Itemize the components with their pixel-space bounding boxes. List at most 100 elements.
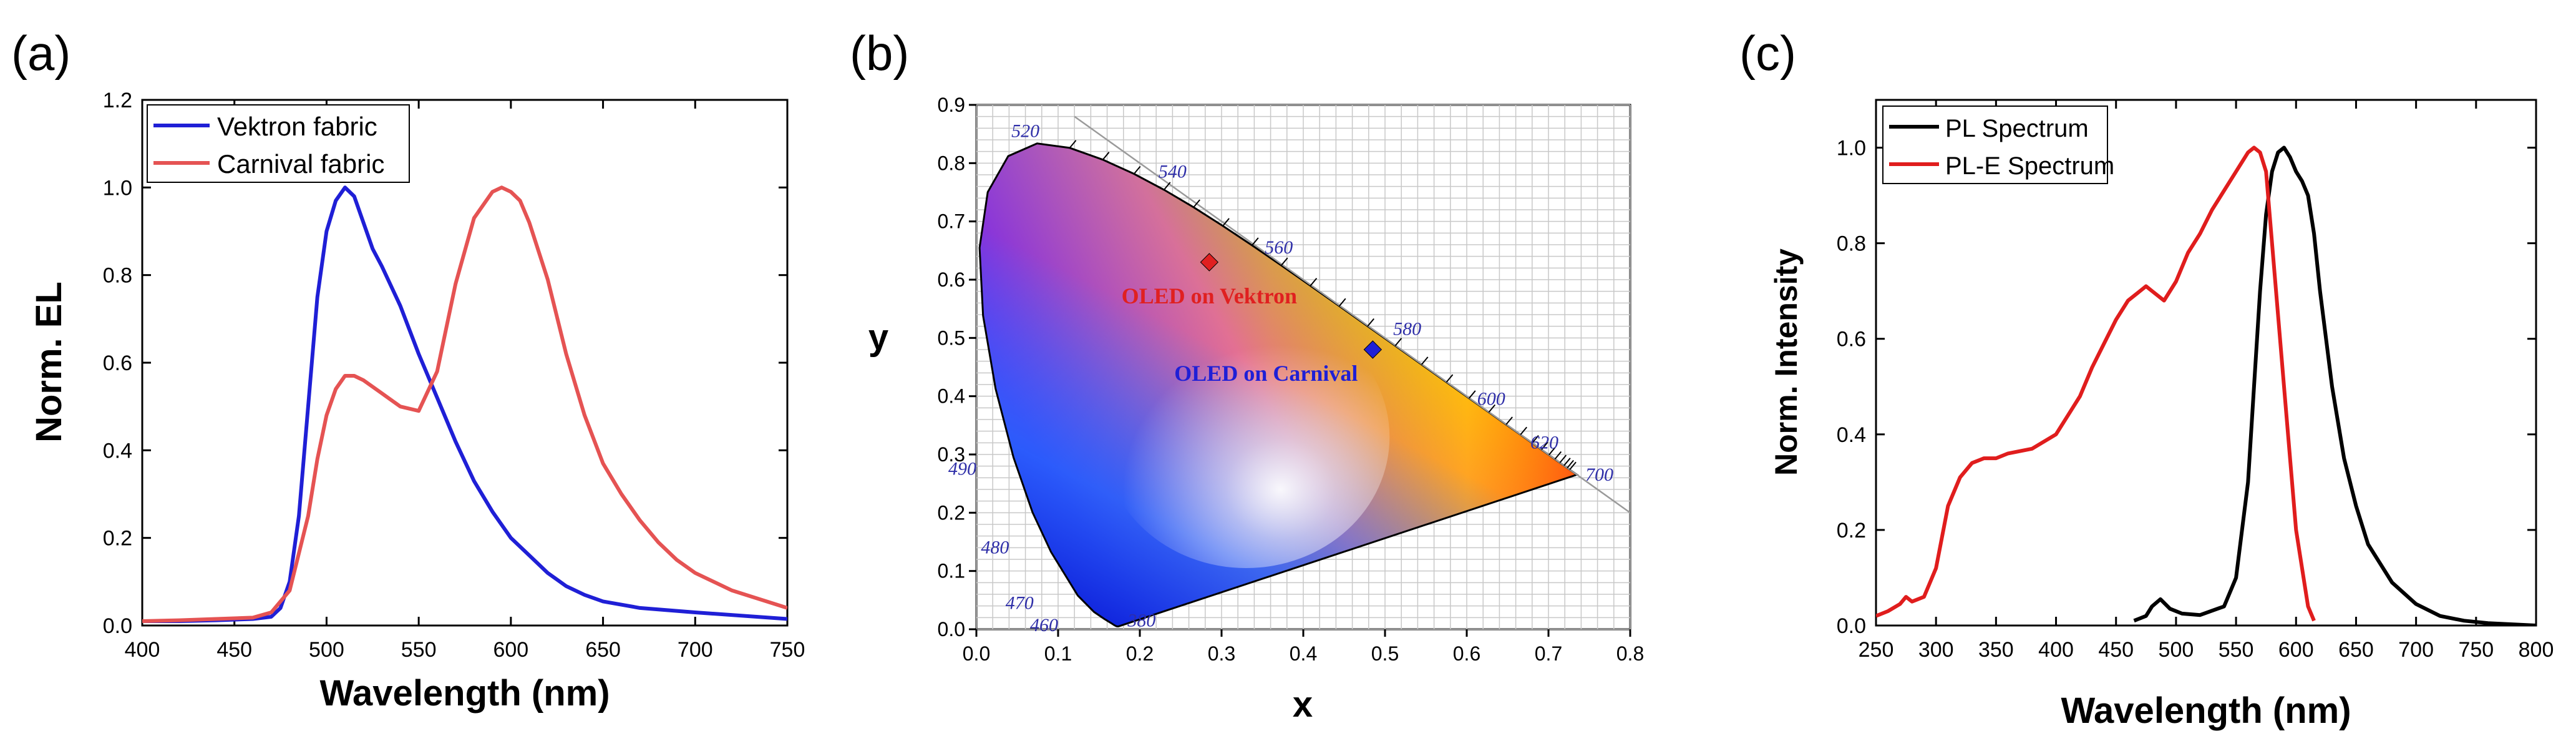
cie-locus-tick xyxy=(1469,390,1476,399)
panel-c-xtick-label: 700 xyxy=(2398,638,2434,662)
panel-a-ytick-label: 1.0 xyxy=(103,176,132,200)
panel-a-ytick-label: 1.2 xyxy=(103,89,132,112)
panel-b-ytick-label: 0.0 xyxy=(938,618,965,640)
cie-wavelength-label: 560 xyxy=(1265,237,1293,258)
cie-wavelength-label: 490 xyxy=(948,459,976,479)
panel-a-ylabel: Norm. EL xyxy=(29,282,69,443)
panel-c-series-line-0 xyxy=(2133,145,2536,626)
cie-wavelength-label: 460 xyxy=(1030,615,1058,635)
cie-fill-white xyxy=(1102,306,1390,568)
cie-locus-tick xyxy=(1102,152,1110,160)
panel-b-ylabel: y xyxy=(868,317,888,358)
panel-c-xlabel: Wavelength (nm) xyxy=(2061,690,2351,731)
panel-a-legend: Vektron fabric Carnival fabric xyxy=(147,104,410,183)
cie-locus-tick xyxy=(1554,451,1562,460)
panel-a-ytick-label: 0.4 xyxy=(103,439,132,463)
panel-b-ytick-label: 0.3 xyxy=(938,443,965,466)
panel-b-xtick-label: 0.1 xyxy=(1044,642,1072,665)
panel-b-xtick-label: 0.7 xyxy=(1535,642,1562,665)
panel-a-series xyxy=(142,185,787,623)
cie-point-0 xyxy=(1200,253,1219,272)
panel-a-series-line-1 xyxy=(142,185,787,623)
cie-wavelength-label: 380 xyxy=(1127,610,1155,631)
cie-locus-tick xyxy=(1394,338,1402,346)
cie-locus-tick xyxy=(1567,459,1574,469)
panel-b-letter: (b) xyxy=(850,26,909,81)
panel-c-ticks: 250 300 350 400 450 500 550 600 650 700 750 800 0.0 0… xyxy=(1837,100,2554,662)
panel-b-points: OLED on Vektron OLED on Carnival xyxy=(1122,253,1383,386)
panel-c-ylabel: Norm. Intensity xyxy=(1769,248,1804,476)
panel-a-ytick-label: 0.8 xyxy=(103,264,132,288)
panel-a-xtick-label: 400 xyxy=(125,638,160,662)
cie-locus-tick xyxy=(1310,278,1318,287)
panel-b-ytick-label: 0.9 xyxy=(938,94,965,116)
cie-locus-tick xyxy=(1133,165,1141,175)
panel-c-xtick-label: 800 xyxy=(2519,638,2554,662)
legend-label-vektron: Vektron fabric xyxy=(217,112,377,141)
panel-b-ytick-label: 0.4 xyxy=(938,385,965,408)
panel-b-ytick-label: 0.7 xyxy=(938,210,965,233)
panel-a-xtick-label: 600 xyxy=(493,638,528,662)
panel-c-ytick-label: 1.0 xyxy=(1837,137,1866,160)
panel-a-xlabel: Wavelength (nm) xyxy=(319,673,610,714)
cie-wavelength-label: 480 xyxy=(981,537,1009,558)
panel-a-ticks: 400 450 500 550 600 650 700 750 0.0 0.2 0.4 0.6 0.8 1… xyxy=(103,89,805,662)
panel-b-ticks: 0.0 0.1 0.2 0.3 0.4 0.5 0.6 0.7 0.8 0.0 0.1 0.2 0.3 0… xyxy=(938,94,1645,665)
panel-c-legend: PL Spectrum PL-E Spectrum xyxy=(1882,106,2114,184)
panel-c-xtick-label: 350 xyxy=(1978,638,2014,662)
panel-a-series-line-0 xyxy=(142,185,787,623)
panel-a-xtick-label: 750 xyxy=(770,638,805,662)
cie-locus-tick xyxy=(1421,356,1429,365)
cie-locus-tick xyxy=(1505,416,1513,425)
legend-label-pl: PL Spectrum xyxy=(1945,115,2089,142)
cie-locus-tick xyxy=(1193,199,1200,208)
cie-locus-tick xyxy=(1569,461,1577,470)
cie-point-label-1: OLED on Carnival xyxy=(1174,361,1358,386)
cie-locus-tick xyxy=(1252,237,1259,246)
cie-boundary-line xyxy=(1074,115,1631,514)
panel-b-xtick-label: 0.0 xyxy=(963,642,990,665)
panel-c-xtick-label: 550 xyxy=(2219,638,2254,662)
cie-wavelength-label: 580 xyxy=(1393,319,1421,340)
cie-point-label-0: OLED on Vektron xyxy=(1122,283,1297,308)
cie-point-1 xyxy=(1363,340,1383,359)
panel-b-xtick-label: 0.6 xyxy=(1453,642,1480,665)
cie-locus-tick xyxy=(1446,374,1454,383)
panel-b-ytick-label: 0.8 xyxy=(938,152,965,174)
cie-locus-tick xyxy=(1541,441,1548,450)
cie-locus-tick xyxy=(1532,434,1539,444)
cie-wavelength-label: 600 xyxy=(1477,389,1505,410)
panel-a-ytick-label: 0.2 xyxy=(103,527,132,551)
panel-b-xtick-label: 0.5 xyxy=(1371,642,1399,665)
panel-a-letter: (a) xyxy=(11,26,70,81)
cie-wavelength-label: 540 xyxy=(1159,162,1187,182)
panel-b-xlabel: x xyxy=(1293,684,1313,725)
panel-c-series xyxy=(1876,145,2536,626)
panel-c-xtick-label: 250 xyxy=(1859,638,1894,662)
cie-locus-tick xyxy=(1367,318,1374,327)
cie-locus-tick xyxy=(1164,182,1171,190)
panel-c-ytick-label: 0.0 xyxy=(1837,614,1866,638)
panel-c: (c) 250 300 350 400 450 500 550 600 650 700 750 800… xyxy=(1739,26,2554,731)
panel-b-ytick-label: 0.1 xyxy=(938,560,965,582)
cie-locus-tick xyxy=(1563,458,1571,466)
panel-a-xtick-label: 450 xyxy=(216,638,252,662)
panel-a-xtick-label: 700 xyxy=(678,638,713,662)
panel-c-ytick-label: 0.6 xyxy=(1837,328,1866,351)
panel-a-xtick-label: 500 xyxy=(309,638,344,662)
panel-c-series-line-1 xyxy=(1876,145,2316,622)
panel-a-legend-box xyxy=(147,104,410,183)
cie-locus-tick xyxy=(1339,298,1346,307)
panel-c-xtick-label: 450 xyxy=(2098,638,2134,662)
panel-b-ytick-label: 0.6 xyxy=(938,268,965,291)
panel-a-xtick-label: 550 xyxy=(401,638,437,662)
cie-wavelength-label: 620 xyxy=(1530,433,1558,453)
cie-locus-tick xyxy=(1280,257,1288,266)
cie-locus-tick xyxy=(1069,140,1077,149)
cie-locus-tick xyxy=(1520,426,1527,435)
panel-c-plot-frame xyxy=(1875,99,2537,627)
panel-c-xtick-label: 600 xyxy=(2278,638,2314,662)
panel-a: (a) 400 450 500 550 600 650 700 750 0.0 0.2 0.4 0.6… xyxy=(11,26,805,714)
panel-b-ytick-label: 0.5 xyxy=(938,326,965,349)
